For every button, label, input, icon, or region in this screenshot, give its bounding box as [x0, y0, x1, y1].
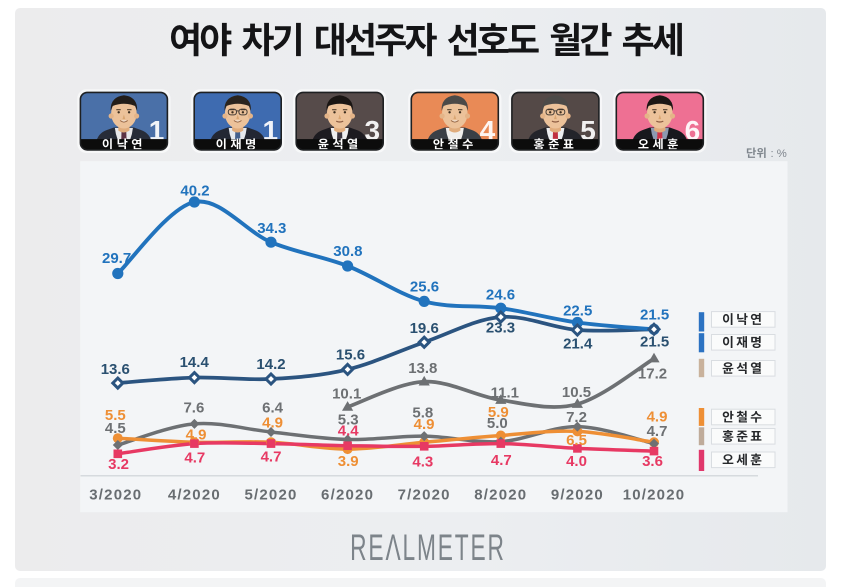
svg-text:15.6: 15.6	[336, 347, 365, 364]
svg-text:7.2: 7.2	[566, 409, 587, 426]
svg-text:4.9: 4.9	[414, 416, 435, 433]
svg-text:34.3: 34.3	[257, 220, 286, 237]
svg-text:4.3: 4.3	[412, 454, 433, 471]
svg-text:7.6: 7.6	[183, 399, 204, 416]
svg-text:5.0: 5.0	[487, 415, 508, 432]
svg-text:4/2020: 4/2020	[168, 487, 221, 504]
svg-text:9/2020: 9/2020	[551, 487, 604, 504]
svg-text:3.9: 3.9	[338, 453, 359, 470]
svg-text:1: 1	[149, 115, 165, 146]
svg-text:3/2020: 3/2020	[89, 487, 142, 504]
svg-text:4.4: 4.4	[338, 423, 360, 440]
svg-text:4.9: 4.9	[647, 409, 668, 426]
svg-text:4.7: 4.7	[491, 452, 512, 469]
svg-text:24.6: 24.6	[486, 287, 515, 304]
svg-text:: %: : %	[771, 148, 787, 160]
svg-text:4.0: 4.0	[566, 453, 587, 470]
svg-text:21.5: 21.5	[640, 334, 669, 351]
svg-text:10.5: 10.5	[562, 384, 591, 401]
svg-text:4: 4	[480, 115, 496, 146]
svg-text:21.5: 21.5	[640, 307, 669, 324]
svg-text:4.5: 4.5	[105, 420, 126, 437]
svg-text:6: 6	[685, 115, 701, 146]
svg-text:5.8: 5.8	[412, 404, 433, 421]
svg-text:3.2: 3.2	[108, 456, 129, 473]
svg-text:3: 3	[365, 115, 381, 146]
svg-text:4.7: 4.7	[261, 449, 282, 466]
svg-text:8/2020: 8/2020	[474, 487, 527, 504]
svg-text:13.6: 13.6	[101, 361, 130, 378]
svg-text:5/2020: 5/2020	[244, 487, 297, 504]
svg-text:10.1: 10.1	[332, 385, 361, 402]
svg-text:5.3: 5.3	[338, 412, 359, 429]
svg-text:29.7: 29.7	[102, 250, 131, 267]
svg-text:25.6: 25.6	[410, 279, 439, 296]
svg-text:6.4: 6.4	[262, 400, 284, 417]
svg-text:4.9: 4.9	[262, 414, 283, 431]
svg-text:3.6: 3.6	[642, 453, 663, 470]
svg-text:5.5: 5.5	[105, 407, 126, 424]
svg-text:11.1: 11.1	[491, 384, 519, 401]
svg-text:5: 5	[580, 115, 596, 146]
svg-text:30.8: 30.8	[333, 243, 362, 260]
svg-text:22.5: 22.5	[563, 303, 592, 320]
svg-text:13.8: 13.8	[408, 360, 437, 377]
svg-text:23.3: 23.3	[486, 319, 515, 336]
svg-text:21.4: 21.4	[563, 336, 593, 353]
svg-text:5.9: 5.9	[488, 404, 509, 421]
svg-text:6/2020: 6/2020	[321, 487, 374, 504]
svg-text:17.2: 17.2	[638, 366, 667, 383]
svg-text:6.5: 6.5	[566, 432, 587, 449]
svg-text:10/2020: 10/2020	[623, 487, 686, 504]
svg-text:4.7: 4.7	[647, 423, 668, 440]
svg-text:1: 1	[263, 115, 279, 146]
svg-text:14.4: 14.4	[180, 354, 210, 371]
svg-text:19.6: 19.6	[410, 320, 439, 337]
svg-text:4.9: 4.9	[186, 427, 207, 444]
svg-text:7/2020: 7/2020	[398, 487, 451, 504]
svg-text:4.7: 4.7	[184, 450, 205, 467]
svg-text:14.2: 14.2	[256, 356, 285, 373]
svg-text:REΛLMETER: REΛLMETER	[350, 526, 506, 568]
svg-text:40.2: 40.2	[180, 183, 209, 200]
